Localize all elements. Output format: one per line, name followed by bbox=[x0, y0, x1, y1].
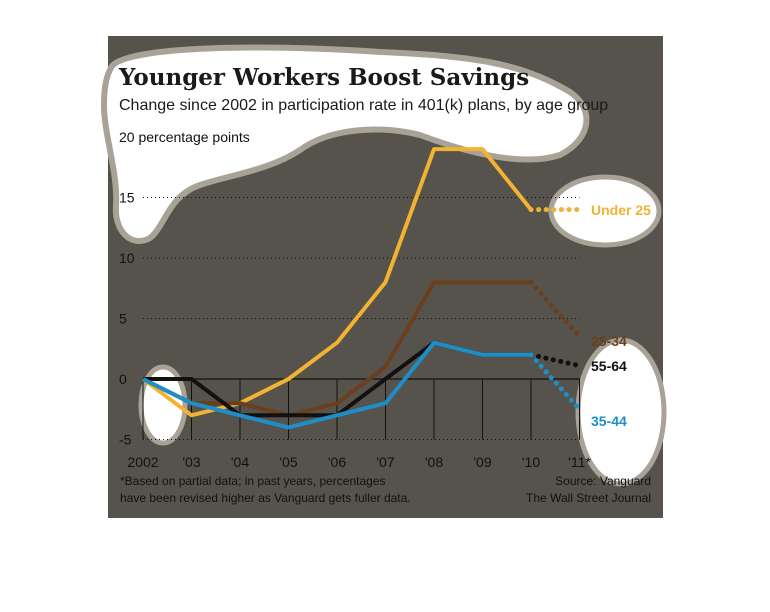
x-tick-label: '06 bbox=[328, 454, 346, 470]
source-line-1: Source: Vanguard bbox=[555, 474, 651, 488]
series-label-35-44: 35-44 bbox=[591, 413, 627, 429]
y-tick-label: 10 bbox=[119, 250, 135, 266]
series-projection-25-34 bbox=[528, 279, 582, 340]
x-tick-label: '08 bbox=[425, 454, 443, 470]
x-tick-label: 2002 bbox=[127, 454, 158, 470]
x-tick-label: '04 bbox=[231, 454, 249, 470]
series-labels: Under 25 25-34 55-64 35-44 bbox=[591, 202, 651, 429]
y-tick-label: 15 bbox=[119, 190, 135, 206]
y-tick-label: -5 bbox=[119, 432, 132, 448]
x-tick-label: '11* bbox=[568, 454, 591, 470]
y-tick-label: 20 percentage points bbox=[119, 129, 250, 145]
x-axis: 2002 '03 '04 '05 '06 '07 '08 '09 '10 '11* bbox=[127, 379, 591, 470]
series-line-25-34 bbox=[142, 280, 531, 418]
source-line-2: The Wall Street Journal bbox=[526, 491, 651, 505]
series-label-under-25: Under 25 bbox=[591, 202, 651, 218]
x-tick-label: '05 bbox=[279, 454, 297, 470]
title-blob bbox=[100, 44, 590, 244]
y-tick-label: 5 bbox=[119, 311, 127, 327]
series-label-55-64: 55-64 bbox=[591, 358, 627, 374]
y-axis: 20 percentage points 15 10 5 0 -5 bbox=[119, 129, 250, 448]
footnote-line-2: have been revised higher as Vanguard get… bbox=[120, 491, 411, 505]
under25-blob bbox=[548, 174, 662, 248]
series-group bbox=[141, 147, 582, 430]
series-line-35-44 bbox=[142, 340, 531, 430]
footnote-line-1: *Based on partial data; in past years, p… bbox=[120, 474, 386, 488]
series-line-under-25 bbox=[141, 147, 533, 418]
x-tick-label: '03 bbox=[182, 454, 200, 470]
legend-blob bbox=[575, 337, 667, 487]
chart-title: Younger Workers Boost Savings bbox=[118, 64, 529, 91]
x-tick-label: '09 bbox=[473, 454, 491, 470]
grid bbox=[143, 197, 580, 440]
series-label-25-34: 25-34 bbox=[591, 333, 627, 349]
chart-subtitle: Change since 2002 in participation rate … bbox=[119, 97, 608, 114]
y-tick-label: 0 bbox=[119, 371, 127, 387]
x-tick-label: '07 bbox=[376, 454, 394, 470]
series-projection-35-44 bbox=[528, 352, 582, 412]
x-tick-label: '10 bbox=[522, 454, 540, 470]
series-projection-55-64 bbox=[528, 352, 582, 369]
